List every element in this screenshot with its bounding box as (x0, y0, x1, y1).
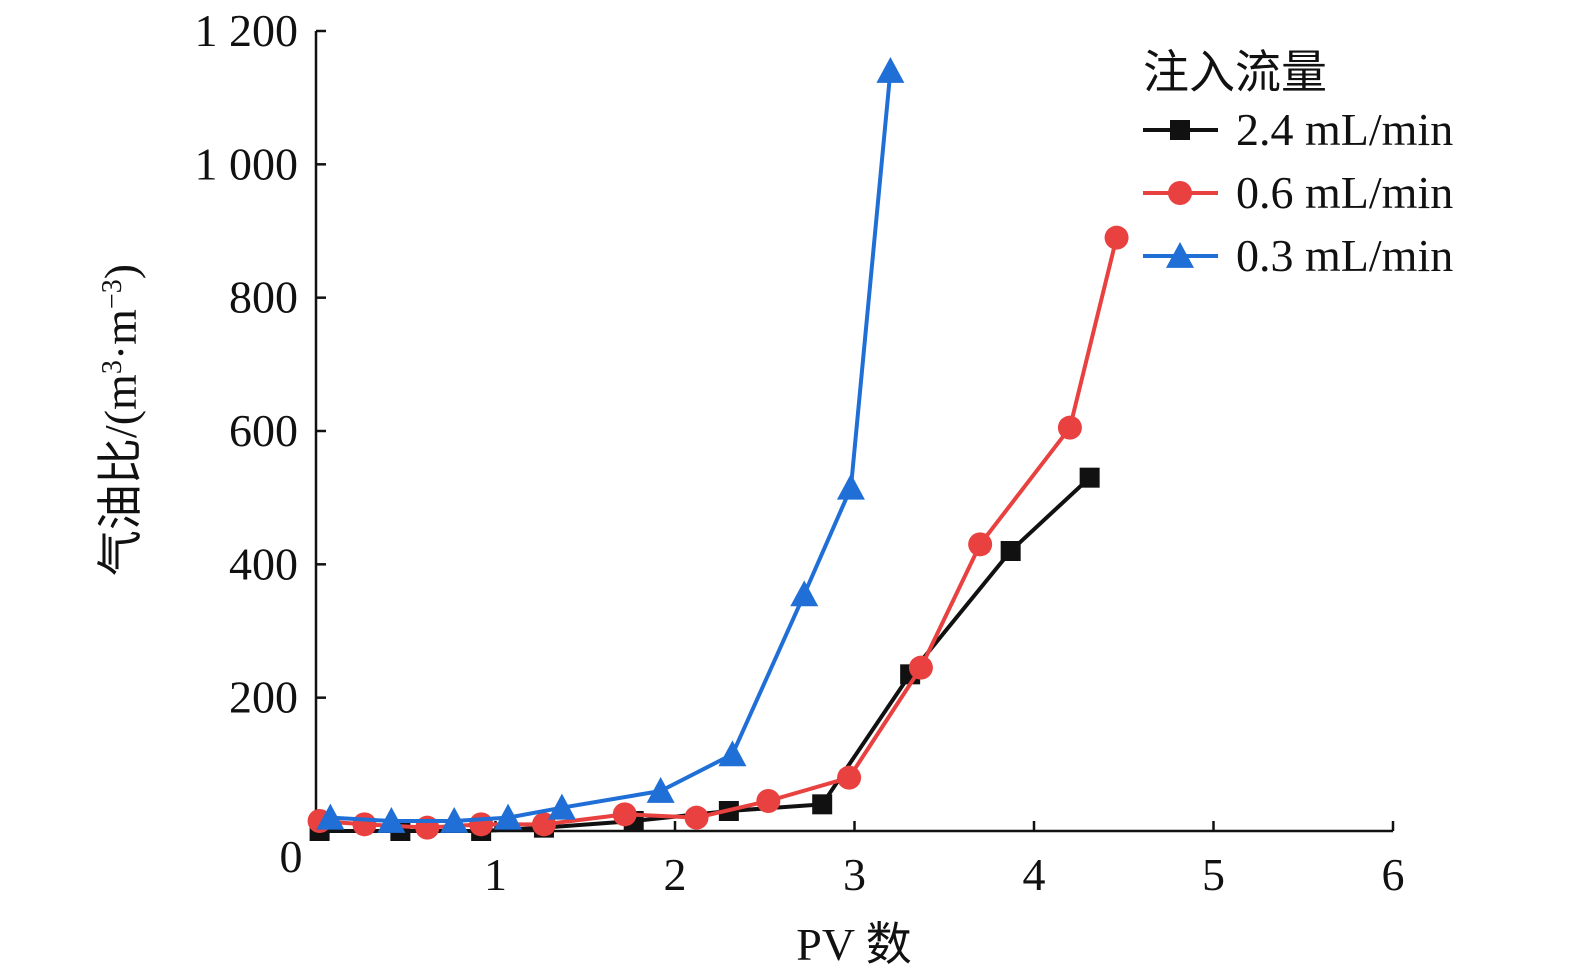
y-tick-label: 1 200 (195, 5, 299, 56)
series-0 (309, 467, 1100, 841)
x-tick-label: 6 (1382, 849, 1405, 900)
series-line (319, 476, 1092, 833)
data-point (612, 802, 637, 827)
legend-items: 2.4 mL/min 0.6 mL/min 0.3 mL/min (1143, 104, 1453, 281)
y-axis-title-end: ) (95, 264, 146, 279)
series-layer (307, 57, 1129, 841)
y-axis-title-mid: ·m (95, 309, 146, 360)
data-point (646, 777, 675, 803)
data-point (469, 812, 494, 837)
legend-title: 注入流量 (1143, 47, 1327, 98)
y-tick-label: 400 (229, 538, 298, 589)
x-tick-label: 1 (484, 849, 507, 900)
data-point (756, 789, 781, 813)
legend-item: 0.3 mL/min (1143, 230, 1453, 281)
y-axis-title-sup1: 3 (97, 360, 128, 374)
y-tick-label: 600 (229, 405, 298, 456)
data-point (908, 655, 933, 680)
x-tick-label: 3 (843, 849, 866, 900)
data-point (718, 740, 747, 767)
data-point (1057, 415, 1082, 440)
data-point (812, 794, 833, 815)
x-axis-title: PV 数 (796, 919, 911, 970)
data-point (377, 807, 406, 833)
y-tick-label: 200 (229, 672, 298, 723)
series-2 (316, 57, 905, 833)
legend-label: 2.4 mL/min (1236, 104, 1453, 155)
series-line (319, 237, 1119, 830)
data-point (836, 473, 865, 500)
x-tick-label: 4 (1023, 849, 1046, 900)
y-tick-label: 800 (229, 272, 298, 323)
data-point (352, 812, 377, 837)
legend-label: 0.6 mL/min (1236, 167, 1453, 218)
legend-item: 0.6 mL/min (1143, 167, 1453, 218)
y-axis-title-sup2: −3 (97, 279, 128, 309)
x-tick-label: 0 (280, 831, 303, 882)
data-point (316, 803, 345, 830)
legend-label: 0.3 mL/min (1236, 230, 1453, 281)
axes: 200 400 600 800 1 000 1 200 0 1 2 3 4 5 6 (195, 5, 1405, 900)
data-point (968, 532, 993, 557)
y-axis-title: 气油比/(m3·m−3) (95, 264, 146, 576)
data-point (440, 807, 469, 833)
series-1 (307, 225, 1129, 840)
x-tick-label: 5 (1202, 849, 1225, 900)
data-point (1079, 467, 1100, 488)
y-ticks: 200 400 600 800 1 000 1 200 (195, 5, 326, 723)
data-point (790, 580, 819, 607)
data-point (837, 765, 862, 790)
data-point (876, 57, 905, 83)
legend-marker (1166, 242, 1194, 268)
data-point (1104, 225, 1129, 250)
legend-item: 2.4 mL/min (1143, 104, 1453, 155)
data-point (494, 803, 523, 830)
svg-text:气油比/(m3·m−3): 气油比/(m3·m−3) (95, 264, 146, 576)
data-point (547, 793, 576, 820)
data-point (1000, 541, 1021, 561)
series-line (330, 70, 893, 823)
legend-marker (1170, 120, 1190, 140)
data-point (684, 805, 709, 830)
y-axis-title-main: 气油比/(m (95, 374, 146, 576)
y-tick-label: 1 000 (195, 138, 299, 189)
legend: 注入流量 2.4 mL/min 0.6 mL/min 0.3 mL/min (1143, 47, 1453, 281)
x-ticks: 0 1 2 3 4 5 6 (280, 821, 1405, 900)
x-tick-label: 2 (664, 849, 687, 900)
legend-marker (1168, 181, 1192, 205)
